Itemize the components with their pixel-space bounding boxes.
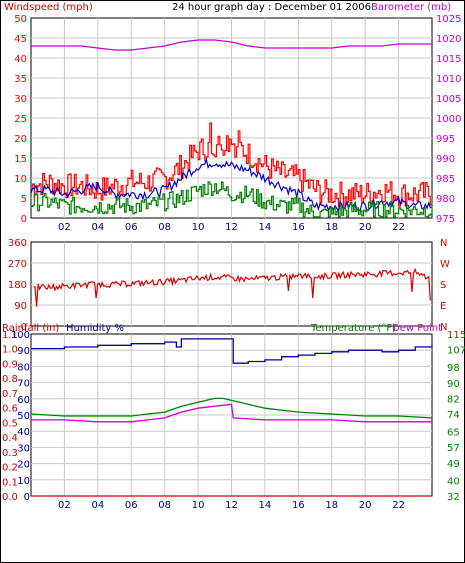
compass-label: E [440, 301, 446, 312]
barometer-tick-label: 1000 [436, 114, 461, 125]
wind-y-tick-label: 50 [14, 14, 27, 25]
wind-y-tick-label: 20 [14, 134, 27, 145]
compass-label: W [440, 259, 450, 270]
temp-x-tick-label: 02 [58, 500, 71, 511]
compass-label: S [440, 280, 446, 291]
temp-x-tick-label: 08 [158, 500, 171, 511]
wind-y-tick-label: 35 [14, 74, 27, 85]
temperature-tick-label: 98 [447, 363, 460, 374]
wind-y-tick-label: 40 [14, 54, 27, 65]
barometer-tick-label: 1020 [436, 34, 461, 45]
direction-y-tick-label: 360 [8, 238, 27, 249]
wind-x-tick-label: 08 [158, 222, 171, 233]
wind-x-tick-label: 06 [125, 222, 138, 233]
dewpoint-axis-title: Dew Point [392, 323, 442, 334]
temp-x-tick-label: 20 [359, 500, 372, 511]
temperature-tick-label: 74 [447, 410, 460, 421]
temperature-tick-label: 65 [447, 428, 460, 439]
wind-barometer-panel: Windspeed (mph) 24 hour graph day : Dece… [4, 2, 461, 233]
windspeed-axis-title: Windspeed (mph) [4, 2, 93, 13]
humidity-tick-label: 10 [17, 476, 30, 487]
temperature-tick-label: 115 [447, 330, 465, 341]
rain-tick-label: 0.1 [2, 477, 18, 488]
rain-tick-label: 0.3 [2, 448, 18, 459]
wind-x-tick-label: 20 [359, 222, 372, 233]
wind-x-tick-label: 02 [58, 222, 71, 233]
rain-tick-label: 0.4 [2, 433, 18, 444]
wind-y-tick-label: 45 [14, 34, 27, 45]
temperature-tick-label: 107 [447, 346, 465, 357]
wind-x-tick-label: 22 [392, 222, 405, 233]
wind-y-tick-label: 0 [21, 214, 27, 225]
humidity-tick-label: 90 [17, 346, 30, 357]
direction-y-tick-label: 180 [8, 280, 27, 291]
barometer-tick-label: 1010 [436, 74, 461, 85]
humidity-axis-title: Humidity % [66, 323, 124, 334]
temp-x-tick-label: 06 [125, 500, 138, 511]
barometer-axis-title: Barometer (mb) [371, 2, 451, 13]
wind-x-tick-label: 12 [225, 222, 238, 233]
wind-y-tick-label: 15 [14, 154, 27, 165]
direction-y-tick-label: 90 [14, 301, 27, 312]
temp-x-tick-label: 12 [225, 500, 238, 511]
wind-x-tick-label: 16 [292, 222, 305, 233]
temperature-tick-label: 40 [447, 476, 460, 487]
barometer-tick-label: 990 [436, 154, 455, 165]
temp-x-tick-label: 04 [91, 500, 104, 511]
humidity-tick-label: 20 [17, 460, 30, 471]
barometer-tick-label: 1025 [436, 14, 461, 25]
direction-y-tick-label: 270 [8, 259, 27, 270]
wind-y-tick-label: 30 [14, 94, 27, 105]
humidity-tick-label: 70 [17, 379, 30, 390]
temperature-axis-title: Temperature (°F) [310, 323, 396, 334]
rain-tick-label: 0.5 [2, 418, 18, 429]
rain-tick-label: 1.0 [2, 345, 18, 356]
temperature-tick-label: 49 [447, 459, 460, 470]
compass-label: N [440, 238, 447, 249]
humidity-tick-label: 0 [24, 492, 30, 503]
rain-tick-label: 0.6 [2, 404, 18, 415]
humidity-tick-label: 40 [17, 427, 30, 438]
rain-tick-label: 0.0 [2, 492, 18, 503]
temperature-tick-label: 32 [447, 492, 460, 503]
wind-y-tick-label: 25 [14, 114, 27, 125]
rain-tick-label: 0.9 [2, 359, 18, 370]
temp-x-tick-label: 22 [392, 500, 405, 511]
temp-x-tick-label: 10 [192, 500, 205, 511]
barometer-tick-label: 980 [436, 194, 455, 205]
wind-x-tick-label: 14 [259, 222, 272, 233]
rain-tick-label: 0.7 [2, 389, 18, 400]
temp-humidity-panel: Rainfall (in) Humidity % Temperature (°F… [2, 323, 465, 511]
wind-x-tick-label: 18 [325, 222, 338, 233]
barometer-tick-label: 975 [436, 214, 455, 225]
rain-tick-label: 0.2 [2, 463, 18, 474]
barometer-tick-label: 985 [436, 174, 455, 185]
temperature-tick-label: 82 [447, 394, 460, 405]
humidity-tick-label: 60 [17, 395, 30, 406]
temp-x-tick-label: 18 [325, 500, 338, 511]
temperature-tick-label: 90 [447, 379, 460, 390]
barometer-tick-label: 1005 [436, 94, 461, 105]
wind-x-tick-label: 04 [91, 222, 104, 233]
barometer-tick-label: 995 [436, 134, 455, 145]
rain-tick-label: 0.8 [2, 374, 18, 385]
temperature-tick-label: 57 [447, 443, 460, 454]
chart-title: 24 hour graph day : December 01 2006 [172, 2, 371, 13]
wind-y-tick-label: 10 [14, 174, 27, 185]
barometer-tick-label: 1015 [436, 54, 461, 65]
temp-x-tick-label: 16 [292, 500, 305, 511]
humidity-tick-label: 100 [11, 330, 30, 341]
temp-x-tick-label: 14 [259, 500, 272, 511]
wind-y-tick-label: 5 [21, 194, 27, 205]
humidity-tick-label: 30 [17, 443, 30, 454]
humidity-tick-label: 50 [17, 411, 30, 422]
wind-x-tick-label: 10 [192, 222, 205, 233]
humidity-tick-label: 80 [17, 362, 30, 373]
